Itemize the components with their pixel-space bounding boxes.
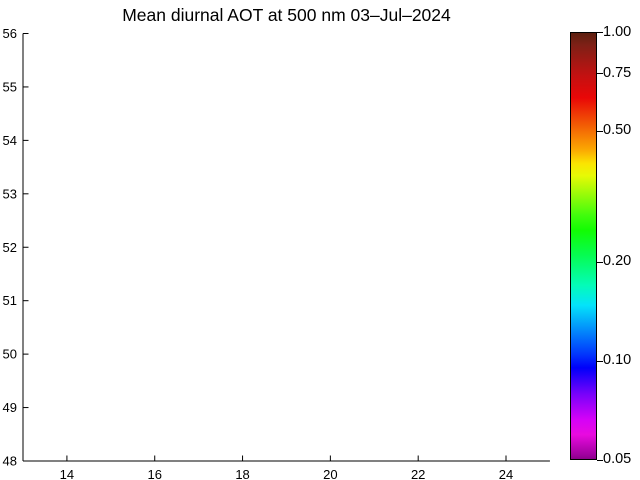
svg-text:53: 53	[3, 186, 17, 201]
svg-text:16: 16	[147, 467, 161, 480]
svg-text:22: 22	[411, 467, 425, 480]
svg-text:55: 55	[3, 79, 17, 94]
svg-text:48: 48	[3, 454, 17, 469]
svg-text:52: 52	[3, 240, 17, 255]
svg-text:14: 14	[60, 467, 74, 480]
svg-text:20: 20	[323, 467, 337, 480]
svg-text:51: 51	[3, 293, 17, 308]
svg-text:24: 24	[499, 467, 513, 480]
svg-text:54: 54	[3, 133, 17, 148]
svg-text:56: 56	[3, 26, 17, 41]
svg-text:49: 49	[3, 400, 17, 415]
svg-text:50: 50	[3, 347, 17, 362]
svg-text:18: 18	[235, 467, 249, 480]
